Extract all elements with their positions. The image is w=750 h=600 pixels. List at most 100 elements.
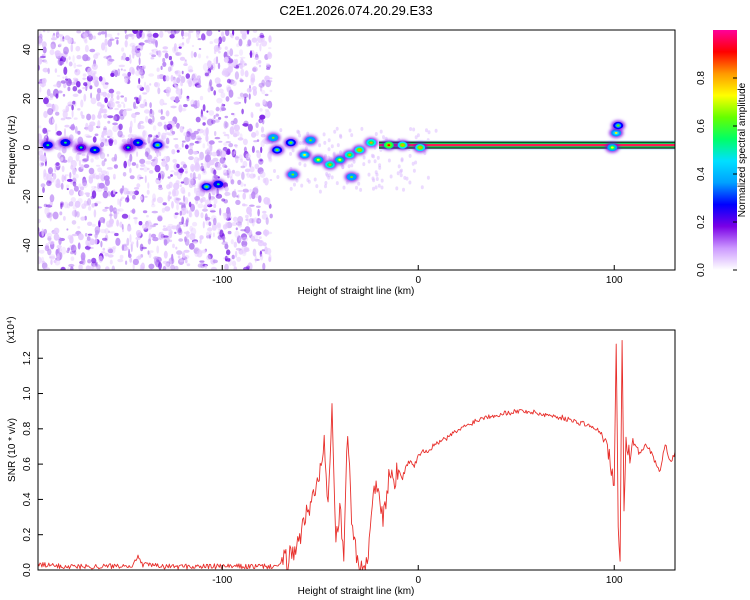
spectrogram-y-label: Frequency (Hz)	[7, 116, 18, 185]
noise-dot	[120, 95, 124, 98]
noise-dot	[226, 148, 231, 155]
noise-dot	[67, 159, 70, 163]
noise-dot	[129, 257, 133, 263]
noise-dot	[175, 51, 182, 56]
noise-dot	[42, 46, 47, 54]
noise-dot	[80, 99, 84, 108]
noise-dot	[82, 77, 86, 80]
noise-dot	[268, 35, 272, 43]
noise-dot	[44, 245, 50, 252]
noise-dot	[224, 186, 229, 192]
noise-dot	[348, 128, 352, 133]
noise-dot	[61, 246, 67, 255]
noise-dot	[102, 247, 106, 251]
noise-dot	[269, 213, 273, 219]
noise-dot	[171, 149, 176, 155]
noise-dot	[193, 51, 197, 58]
noise-dot	[163, 121, 167, 125]
noise-dot	[165, 75, 170, 82]
noise-dot	[184, 60, 188, 66]
noise-dot	[114, 232, 119, 237]
noise-dot	[234, 250, 238, 258]
noise-dot	[322, 132, 326, 137]
noise-dot	[121, 47, 125, 52]
noise-dot	[246, 265, 250, 270]
noise-dot	[208, 221, 212, 227]
noise-dot	[178, 202, 183, 205]
noise-dot	[178, 238, 184, 242]
noise-dot	[181, 36, 185, 40]
noise-dot	[106, 153, 110, 157]
noise-dot	[192, 151, 198, 155]
noise-dot	[245, 173, 249, 176]
noise-dot	[324, 181, 328, 185]
colorbar-tick-label: 0.8	[696, 71, 707, 85]
noise-dot	[65, 117, 72, 120]
noise-dot	[111, 136, 114, 140]
noise-dot	[239, 79, 244, 83]
noise-dot	[242, 192, 246, 200]
noise-dot	[249, 50, 253, 59]
noise-dot	[119, 254, 124, 259]
noise-dot	[139, 103, 146, 109]
noise-dot	[298, 133, 302, 138]
noise-dot	[227, 135, 230, 139]
noise-dot	[220, 103, 225, 112]
noise-dot	[67, 156, 73, 163]
noise-dot	[159, 233, 164, 241]
noise-dot	[44, 267, 51, 270]
noise-dot	[97, 120, 101, 128]
noise-dot	[224, 263, 229, 270]
noise-dot	[47, 67, 50, 74]
noise-dot	[164, 132, 171, 136]
noise-dot	[164, 263, 169, 267]
noise-dot	[194, 196, 201, 201]
y-tick-label: 1.0	[22, 386, 33, 400]
noise-dot	[59, 211, 63, 216]
signal-cluster	[297, 149, 312, 160]
noise-dot	[251, 218, 255, 227]
noise-dot	[71, 220, 77, 225]
noise-dot	[204, 264, 208, 269]
noise-dot	[260, 140, 265, 148]
noise-dot	[62, 82, 67, 89]
noise-dot	[153, 223, 159, 226]
noise-dot	[189, 172, 193, 178]
noise-dot	[264, 75, 270, 82]
noise-dot	[206, 30, 213, 37]
noise-dot	[235, 221, 242, 226]
noise-dot	[362, 155, 366, 160]
noise-dot	[160, 115, 166, 120]
noise-dot	[48, 167, 53, 175]
noise-dot	[174, 43, 177, 49]
noise-dot	[198, 48, 202, 50]
noise-dot	[234, 36, 240, 41]
noise-dot	[170, 96, 177, 101]
noise-dot	[299, 141, 302, 146]
noise-dot	[178, 46, 182, 49]
noise-dot	[164, 30, 167, 33]
noise-dot	[224, 121, 229, 128]
noise-dot	[213, 49, 217, 55]
noise-dot	[379, 129, 383, 134]
noise-dot	[125, 260, 128, 265]
noise-dot	[184, 197, 189, 205]
noise-dot	[224, 165, 228, 169]
noise-dot	[237, 137, 244, 141]
noise-dot	[121, 213, 129, 219]
noise-dot	[257, 175, 261, 181]
noise-dot	[72, 93, 79, 98]
noise-dot	[242, 93, 249, 99]
noise-dot	[414, 160, 418, 165]
noise-dot	[187, 77, 193, 85]
noise-dot	[255, 60, 259, 66]
noise-dot	[60, 203, 63, 210]
noise-dot	[108, 139, 113, 146]
noise-dot	[146, 221, 153, 230]
noise-dot	[327, 175, 331, 180]
noise-dot	[249, 211, 252, 218]
noise-dot	[216, 83, 223, 88]
noise-dot	[46, 180, 52, 187]
noise-dot	[180, 81, 184, 87]
noise-dot	[109, 205, 114, 213]
